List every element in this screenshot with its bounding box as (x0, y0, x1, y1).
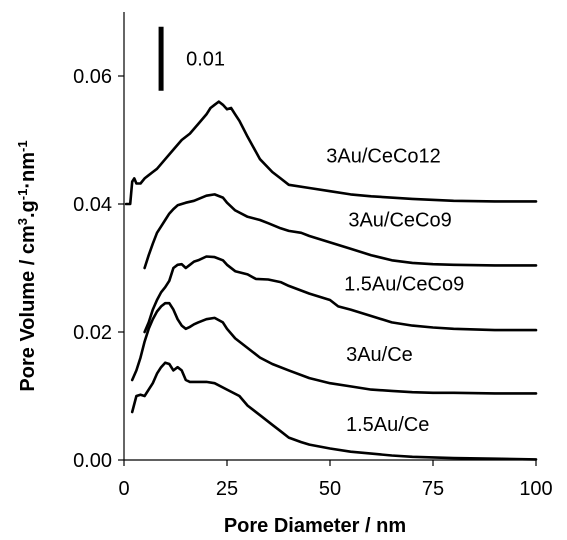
y-tick-label: 0.06 (73, 66, 112, 88)
series-label: 3Au/CeCo12 (326, 145, 441, 167)
series-curves (124, 100, 538, 461)
y-axis-title-part: ·nm (17, 152, 39, 189)
x-axis-title: Pore Diameter / nm (224, 515, 406, 537)
scale-bar-label: 0.01 (186, 49, 225, 71)
series-line-3au-ce (130, 301, 538, 395)
series-line-1-5au-ce (130, 361, 538, 461)
x-tick-label: 0 (118, 478, 129, 500)
y-axis-title-part: .g (17, 200, 39, 218)
series-labels: 1.5Au/Ce 3Au/Ce 1.5Au/CeCo9 3Au/CeCo9 3Au/Ce… (326, 145, 464, 436)
y-axis-title-superscript: 3 (15, 218, 30, 225)
scale-bar: 0.01 (158, 26, 225, 91)
x-tick-label: 50 (319, 478, 341, 500)
y-tick-label: 0.02 (73, 322, 112, 344)
y-axis-title-superscript: -1 (15, 140, 30, 152)
series-line-1-5au-ceco9 (143, 255, 538, 334)
x-tick-label: 25 (216, 478, 238, 500)
y-tick-label: 0.04 (73, 194, 112, 216)
series-label: 3Au/CeCo9 (348, 209, 451, 231)
y-ticks: 0.00 0.02 0.04 0.06 (73, 66, 124, 472)
y-axis-title: Pore Volume / cm3.g-1·nm-1 (15, 140, 40, 391)
y-tick-label: 0.00 (73, 450, 112, 472)
series-label: 3Au/Ce (346, 344, 413, 366)
y-axis-title-superscript: -1 (15, 189, 30, 201)
series-line-3au-ceco9 (143, 193, 538, 270)
x-ticks: 0 25 50 75 100 (118, 460, 553, 500)
series-label: 1.5Au/CeCo9 (344, 273, 464, 295)
series-label: 1.5Au/Ce (346, 414, 429, 436)
x-tick-label: 75 (422, 478, 444, 500)
x-tick-label: 100 (519, 478, 552, 500)
series-line-3au-ceco12 (124, 100, 538, 206)
y-axis-title-part: Pore Volume / cm (17, 225, 39, 391)
